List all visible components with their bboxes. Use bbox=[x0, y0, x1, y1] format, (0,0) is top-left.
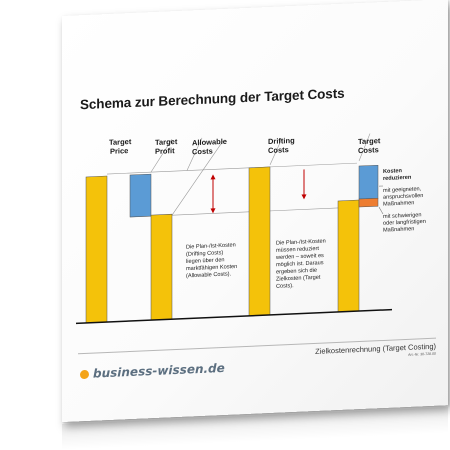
pointer-target-price bbox=[150, 139, 173, 173]
bar-target-costs bbox=[337, 199, 360, 313]
label-drifting-costs: Drifting Costs bbox=[268, 136, 297, 155]
price-level-line bbox=[107, 162, 357, 175]
pointer-target-costs bbox=[358, 133, 371, 162]
bar-allowable-costs bbox=[150, 213, 173, 321]
chart-baseline bbox=[76, 308, 392, 325]
document-page: Schema zur Berechnung der Target Costs bbox=[62, 0, 448, 422]
pointer-allowable bbox=[171, 140, 224, 216]
pointer-target-profit bbox=[186, 137, 203, 171]
bar-drifting-costs bbox=[248, 166, 271, 317]
label-allowable-costs: Allowable Costs bbox=[192, 137, 229, 157]
pointer-drifting bbox=[269, 138, 283, 166]
legend-orange-pointer bbox=[378, 207, 384, 215]
target-costs-diagram: Target Price Target Profit Allowable Cos… bbox=[76, 133, 427, 325]
label-target-costs: Target Costs bbox=[358, 136, 382, 155]
bar-target-profit bbox=[129, 173, 152, 218]
logo-dot-icon bbox=[80, 369, 89, 379]
arrow-drifting-head bbox=[301, 194, 307, 200]
note-allowable: Die Plan-/Ist-Kosten (Drifting Costs) li… bbox=[186, 242, 239, 279]
label-target-price: Target Price bbox=[109, 137, 133, 156]
legend-blue-text: mit geeigneten, anspruchsvollen Maßnahme… bbox=[383, 186, 425, 207]
legend-title: Kosten reduzieren bbox=[383, 168, 412, 182]
legend-orange-text: mit schwierigen oder langfristigen Maßna… bbox=[383, 212, 427, 234]
reduction-difficult-block bbox=[358, 197, 379, 208]
reduction-appropriate-block bbox=[358, 164, 379, 200]
bar-target-price bbox=[85, 175, 108, 324]
arrow-allowable-head-up bbox=[210, 174, 216, 180]
note-drifting: Die Plan-/Ist-Kosten müssen reduziert we… bbox=[275, 238, 327, 289]
arrow-allowable-head-down bbox=[210, 208, 216, 214]
label-target-profit: Target Profit bbox=[155, 137, 179, 156]
gap-arrows bbox=[210, 169, 307, 214]
